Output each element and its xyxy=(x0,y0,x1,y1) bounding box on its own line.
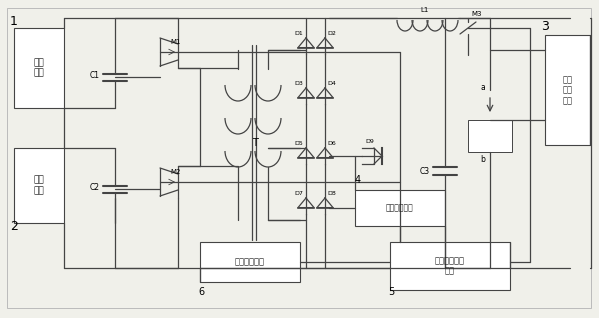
Text: T: T xyxy=(252,138,258,148)
Bar xyxy=(355,190,445,226)
Text: b: b xyxy=(480,155,485,164)
Text: 3: 3 xyxy=(541,20,549,33)
Text: 5: 5 xyxy=(388,287,394,297)
Text: D7: D7 xyxy=(294,191,303,196)
Text: 2: 2 xyxy=(10,220,18,233)
Text: 6: 6 xyxy=(198,287,204,297)
Text: D9: D9 xyxy=(365,139,374,144)
Text: D6: D6 xyxy=(327,141,336,146)
Text: D2: D2 xyxy=(327,31,336,36)
Text: a: a xyxy=(480,83,485,92)
Text: D5: D5 xyxy=(294,141,303,146)
Bar xyxy=(14,28,64,108)
Text: C3: C3 xyxy=(420,167,430,176)
Bar xyxy=(545,35,590,145)
Text: L1: L1 xyxy=(421,7,429,13)
Text: 4: 4 xyxy=(355,175,361,185)
Text: C2: C2 xyxy=(90,183,100,192)
Text: 1: 1 xyxy=(10,15,18,28)
Bar xyxy=(468,120,512,152)
Text: D8: D8 xyxy=(327,191,336,196)
Text: 电流检测电路: 电流检测电路 xyxy=(386,204,414,212)
Text: D1: D1 xyxy=(294,31,303,36)
Text: C1: C1 xyxy=(90,72,100,80)
Text: 滤波
电路: 滤波 电路 xyxy=(34,176,44,195)
Text: 触发脉冲控制
电路: 触发脉冲控制 电路 xyxy=(435,256,465,276)
Text: 脉宽调制电路: 脉宽调制电路 xyxy=(235,258,265,266)
Bar xyxy=(390,242,510,290)
Text: M2: M2 xyxy=(170,169,180,175)
Text: 电压
检测
电路: 电压 检测 电路 xyxy=(562,75,573,105)
Text: M1: M1 xyxy=(170,39,180,45)
Text: M3: M3 xyxy=(471,11,482,17)
Text: 整流
电路: 整流 电路 xyxy=(34,58,44,78)
Text: D3: D3 xyxy=(294,81,303,86)
Text: D4: D4 xyxy=(327,81,336,86)
Bar xyxy=(14,148,64,223)
Bar xyxy=(200,242,300,282)
